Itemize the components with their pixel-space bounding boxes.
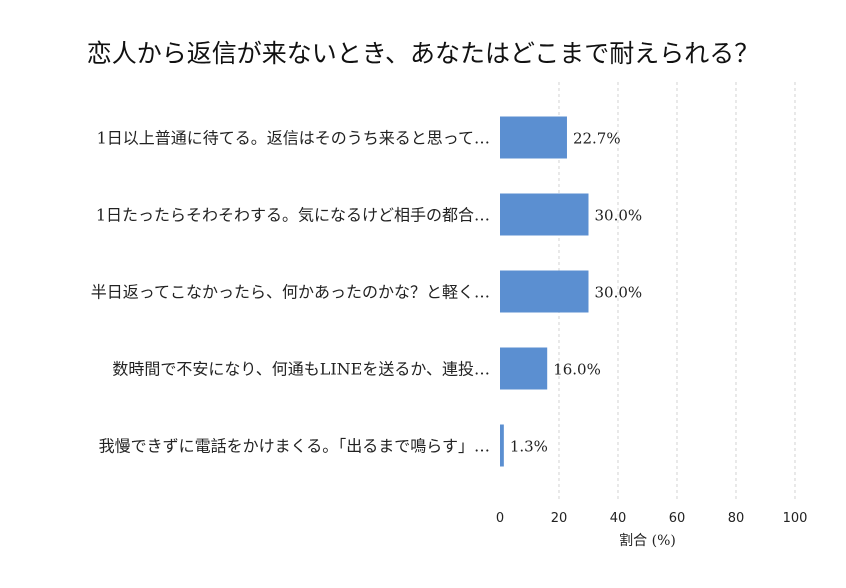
x-tick-label: 100 (783, 511, 808, 526)
value-labels: 22.7% 30.0% 30.0% 16.0% 1.3% (510, 130, 642, 456)
category-label: 半日返ってこなかったら、何かあったのかな？と軽く… (91, 283, 490, 302)
category-label: 数時間で不安になり、何通もLINEを送るか、連投… (112, 360, 490, 379)
bar (500, 193, 589, 236)
x-tick-label: 0 (496, 511, 504, 526)
chart-title: 恋人から返信が来ないとき、あなたはどこまで耐えられる？ (86, 39, 760, 68)
bar (500, 424, 504, 467)
bars (500, 116, 589, 467)
category-label: 1日たったらそわそわする。気になるけど相手の都合… (96, 206, 490, 225)
value-label: 1.3% (510, 438, 548, 456)
value-label: 22.7% (573, 130, 621, 148)
bar (500, 347, 548, 390)
category-label: 1日以上普通に待てる。返信はそのうち来ると思って… (97, 129, 490, 148)
x-axis-title: 割合 (%) (619, 532, 676, 549)
x-tick-label: 40 (610, 511, 627, 526)
x-tick-label: 80 (728, 511, 745, 526)
value-label: 30.0% (595, 284, 643, 302)
x-tick-label: 60 (669, 511, 686, 526)
category-label: 我慢できずに電話をかけまくる。「出るまで鳴らす」… (99, 437, 490, 456)
value-label: 16.0% (553, 361, 601, 379)
x-tick-labels: 0 20 40 60 80 100 (496, 511, 808, 526)
x-tick-label: 20 (551, 511, 568, 526)
bar (500, 270, 589, 313)
value-label: 30.0% (595, 207, 643, 225)
grid-lines (558, 82, 796, 500)
bar (500, 116, 567, 159)
category-labels: 1日以上普通に待てる。返信はそのうち来ると思って… 1日たったらそわそわする。気に… (91, 129, 490, 456)
